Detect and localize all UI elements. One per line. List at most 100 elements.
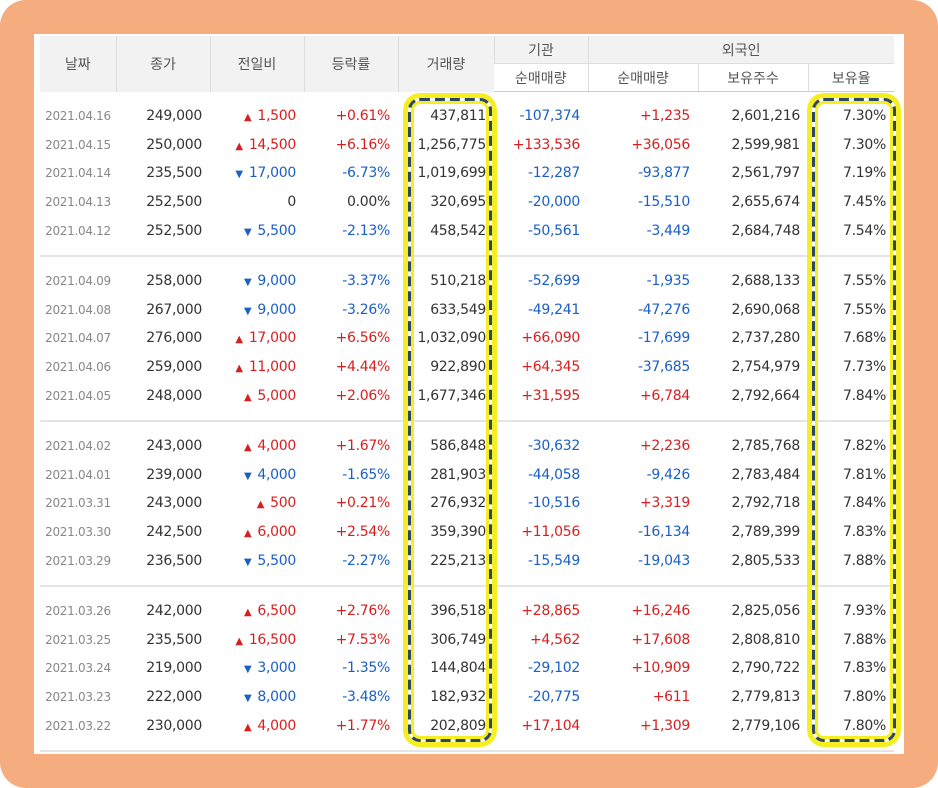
institution-net-cell: -50,561 (528, 222, 580, 239)
change-value: 5,500 (257, 552, 296, 569)
institution-net-cell: +66,090 (521, 330, 580, 347)
foreign-ratio-cell: 7.54% (843, 222, 886, 239)
foreign-holdings-cell: 2,805,533 (731, 552, 800, 569)
volume-cell: 396,518 (430, 603, 486, 620)
foreign-net-cell: -47,276 (638, 301, 690, 318)
foreign-net-cell: +1,309 (639, 717, 690, 734)
down-triangle-icon: ▼ (244, 470, 252, 482)
date-cell: 2021.03.24 (45, 661, 111, 676)
date-cell: 2021.04.06 (45, 360, 111, 375)
volume-column-highlight (405, 95, 495, 745)
foreign-holdings-cell: 2,601,216 (731, 108, 800, 125)
foreign-net-cell: -9,426 (646, 466, 691, 483)
date-cell: 2021.04.08 (45, 302, 111, 317)
header-change: 전일비 (209, 36, 304, 92)
date-cell: 2021.04.16 (45, 109, 111, 124)
institution-net-cell: -49,241 (528, 301, 580, 318)
table-row: 2021.04.14 235,500 ▼ 17,000 -6.73% 1,019,699 -… (40, 159, 894, 188)
change-cell: ▲ 17,000 (210, 324, 304, 353)
close-cell: 243,000 (146, 495, 202, 512)
volume-cell: 182,932 (430, 688, 486, 705)
header-rate: 등락률 (303, 36, 398, 92)
close-cell: 219,000 (146, 660, 202, 677)
change-value: 8,000 (257, 688, 296, 705)
change-value: 4,000 (257, 438, 296, 455)
volume-cell: 458,542 (430, 222, 486, 239)
table-row: 2021.04.06 259,000 ▲ 11,000 +4.44% 922,890 +64… (40, 353, 894, 382)
foreign-holdings-cell: 2,655,674 (731, 194, 800, 211)
change-value: 9,000 (257, 273, 296, 290)
foreign-net-cell: -15,510 (638, 194, 690, 211)
close-cell: 259,000 (146, 359, 202, 376)
foreign-ratio-cell: 7.80% (843, 688, 886, 705)
rate-cell: -6.73% (342, 165, 390, 182)
table-row: 2021.03.22 230,000 ▲ 4,000 +1.77% 202,809 +17,… (40, 711, 894, 740)
foreign-ratio-cell: 7.82% (843, 438, 886, 455)
table-row: 2021.04.15 250,000 ▲ 14,500 +6.16% 1,256,775 +… (40, 131, 894, 160)
institution-net-cell: +133,536 (512, 136, 581, 153)
foreign-ratio-cell: 7.88% (843, 631, 886, 648)
volume-cell: 281,903 (430, 466, 486, 483)
close-cell: 249,000 (146, 108, 202, 125)
down-triangle-icon: ▼ (244, 664, 252, 676)
date-cell: 2021.04.13 (45, 195, 111, 210)
table-row: 2021.04.07 276,000 ▲ 17,000 +6.56% 1,032,090 +… (40, 324, 894, 353)
foreign-ratio-cell: 7.73% (843, 359, 886, 376)
foreign-ratio-cell: 7.88% (843, 552, 886, 569)
rate-cell: +4.44% (335, 359, 391, 376)
foreign-net-cell: +36,056 (631, 136, 690, 153)
change-value: 17,000 (248, 330, 296, 347)
rate-cell: -1.35% (342, 660, 390, 677)
table-row: 2021.03.30 242,500 ▲ 6,000 +2.54% 359,390 +11,… (40, 518, 894, 547)
institution-net-cell: -30,632 (528, 438, 580, 455)
date-cell: 2021.03.22 (45, 718, 111, 733)
rate-cell: -3.26% (342, 301, 390, 318)
rate-cell: -2.27% (342, 552, 390, 569)
separator-cell (40, 244, 894, 257)
foreign-net-cell: +611 (652, 688, 691, 705)
change-value: 4,000 (257, 717, 296, 734)
foreign-net-cell: +17,608 (631, 631, 690, 648)
foreign-ratio-cell: 7.45% (843, 194, 886, 211)
up-triangle-icon: ▲ (244, 721, 252, 733)
rate-cell: -2.13% (342, 222, 390, 239)
rate-cell: -1.65% (342, 466, 390, 483)
table-row: 2021.04.08 267,000 ▼ 9,000 -3.26% 633,549 -49,… (40, 296, 894, 325)
rate-cell: +1.77% (335, 717, 391, 734)
change-cell: ▲ 6,500 (210, 597, 304, 626)
separator-cell (40, 739, 894, 752)
change-value: 0 (287, 194, 296, 211)
rate-cell: +2.06% (335, 387, 391, 404)
change-value: 500 (270, 495, 296, 512)
institution-net-cell: -20,775 (528, 688, 580, 705)
volume-cell: 510,218 (430, 273, 486, 290)
foreign-holdings-cell: 2,785,768 (731, 438, 800, 455)
volume-cell: 1,019,699 (417, 165, 486, 182)
change-value: 5,500 (257, 222, 296, 239)
volume-cell: 144,804 (430, 660, 486, 677)
date-cell: 2021.03.23 (45, 689, 111, 704)
table-row: 2021.04.13 252,500 0 0.00% 320,695 -20,000 -15… (40, 188, 894, 217)
close-cell: 267,000 (146, 301, 202, 318)
change-value: 16,500 (248, 631, 296, 648)
change-cell: ▼ 9,000 (210, 296, 304, 325)
change-cell: 0 (210, 188, 304, 217)
foreign-holdings-cell: 2,737,280 (731, 330, 800, 347)
change-cell: ▼ 5,500 (210, 216, 304, 245)
foreign-holdings-cell: 2,792,718 (731, 495, 800, 512)
week-separator (40, 409, 894, 422)
date-cell: 2021.04.05 (45, 388, 111, 403)
institution-net-cell: -29,102 (528, 660, 580, 677)
institution-net-cell: +64,345 (521, 359, 580, 376)
close-cell: 276,000 (146, 330, 202, 347)
date-cell: 2021.04.09 (45, 274, 111, 289)
close-cell: 243,000 (146, 438, 202, 455)
header-foreign-ratio: 보유율 (807, 63, 894, 92)
volume-cell: 320,695 (430, 194, 486, 211)
header-institution-net: 순매매량 (494, 63, 588, 92)
foreign-net-cell: -93,877 (638, 165, 690, 182)
up-triangle-icon: ▲ (244, 442, 252, 454)
foreign-ratio-cell: 7.83% (843, 524, 886, 541)
volume-cell: 306,749 (430, 631, 486, 648)
close-cell: 258,000 (146, 273, 202, 290)
